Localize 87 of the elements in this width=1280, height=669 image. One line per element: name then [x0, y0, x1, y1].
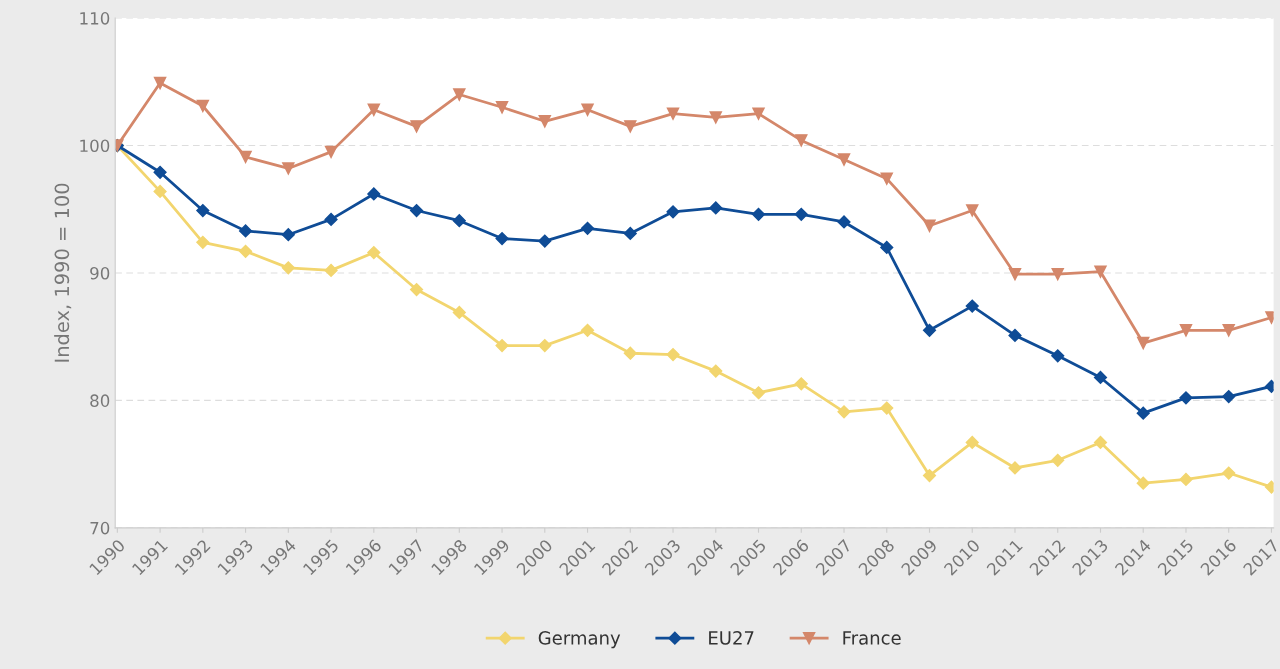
point: [580, 221, 595, 235]
point: [751, 386, 766, 400]
point: [453, 88, 466, 101]
point: [153, 165, 167, 179]
point: [452, 305, 466, 320]
point: [409, 282, 424, 297]
legend-label: EU27: [709, 631, 754, 645]
point: [922, 323, 937, 337]
point: [752, 107, 765, 120]
point: [837, 215, 851, 229]
point: [1051, 453, 1065, 467]
point: [281, 261, 295, 275]
point: [795, 134, 808, 147]
point: [666, 107, 680, 120]
point: [1094, 265, 1107, 278]
point: [238, 244, 253, 258]
point: [1222, 389, 1236, 404]
point: [1179, 391, 1193, 405]
point: [495, 101, 509, 114]
point: [538, 234, 552, 248]
point: [324, 263, 338, 277]
point: [880, 172, 894, 185]
y-tick-label: 80: [90, 394, 110, 407]
point: [1136, 476, 1150, 490]
point: [794, 207, 808, 221]
y-tick-label: 70: [90, 521, 110, 535]
point: [965, 204, 979, 217]
point: [1008, 328, 1022, 342]
point: [922, 469, 937, 483]
point: [709, 111, 723, 124]
point: [965, 299, 979, 313]
point: [495, 231, 509, 246]
point: [367, 103, 381, 117]
point: [666, 347, 680, 362]
point: [1051, 349, 1065, 363]
legend-label: France: [843, 631, 901, 645]
point: [1136, 336, 1150, 350]
point: [196, 99, 210, 113]
point: [1179, 472, 1193, 487]
point: [709, 201, 723, 215]
point: [324, 212, 338, 227]
point: [367, 187, 381, 201]
point: [666, 205, 680, 219]
point: [153, 76, 167, 90]
point: [709, 364, 723, 378]
y-tick-label: 90: [90, 266, 110, 280]
point: [238, 224, 253, 238]
point: [1222, 466, 1236, 480]
point: [367, 245, 381, 260]
point: [923, 219, 936, 233]
point: [410, 120, 423, 133]
point: [624, 120, 637, 133]
point: [1136, 406, 1150, 420]
point: [452, 214, 466, 228]
y-axis-title: Index, 1990 = 100: [54, 183, 72, 362]
point: [880, 401, 894, 415]
point: [538, 339, 552, 353]
point: [1051, 267, 1064, 281]
point: [880, 240, 894, 255]
point: [794, 377, 808, 391]
point: [1093, 435, 1108, 450]
point: [282, 162, 295, 175]
point: [623, 346, 637, 360]
point: [538, 115, 552, 128]
point: [1222, 324, 1235, 337]
point: [580, 323, 595, 337]
point: [1008, 267, 1022, 281]
point: [153, 184, 167, 198]
point: [623, 226, 637, 241]
point: [409, 203, 424, 218]
point: [1179, 324, 1193, 337]
point: [324, 145, 338, 159]
point: [495, 339, 509, 353]
point: [196, 235, 210, 249]
point: [837, 405, 851, 419]
point: [281, 228, 295, 242]
point: [837, 153, 851, 166]
y-tick-label: 100: [80, 139, 110, 153]
point: [1008, 461, 1022, 475]
y-tick-label: 110: [80, 12, 110, 25]
point: [1093, 370, 1108, 385]
point: [581, 103, 594, 117]
legend-label: Germany: [538, 631, 621, 649]
point: [196, 203, 210, 218]
point: [965, 435, 979, 450]
point: [239, 150, 252, 164]
point: [751, 207, 766, 221]
